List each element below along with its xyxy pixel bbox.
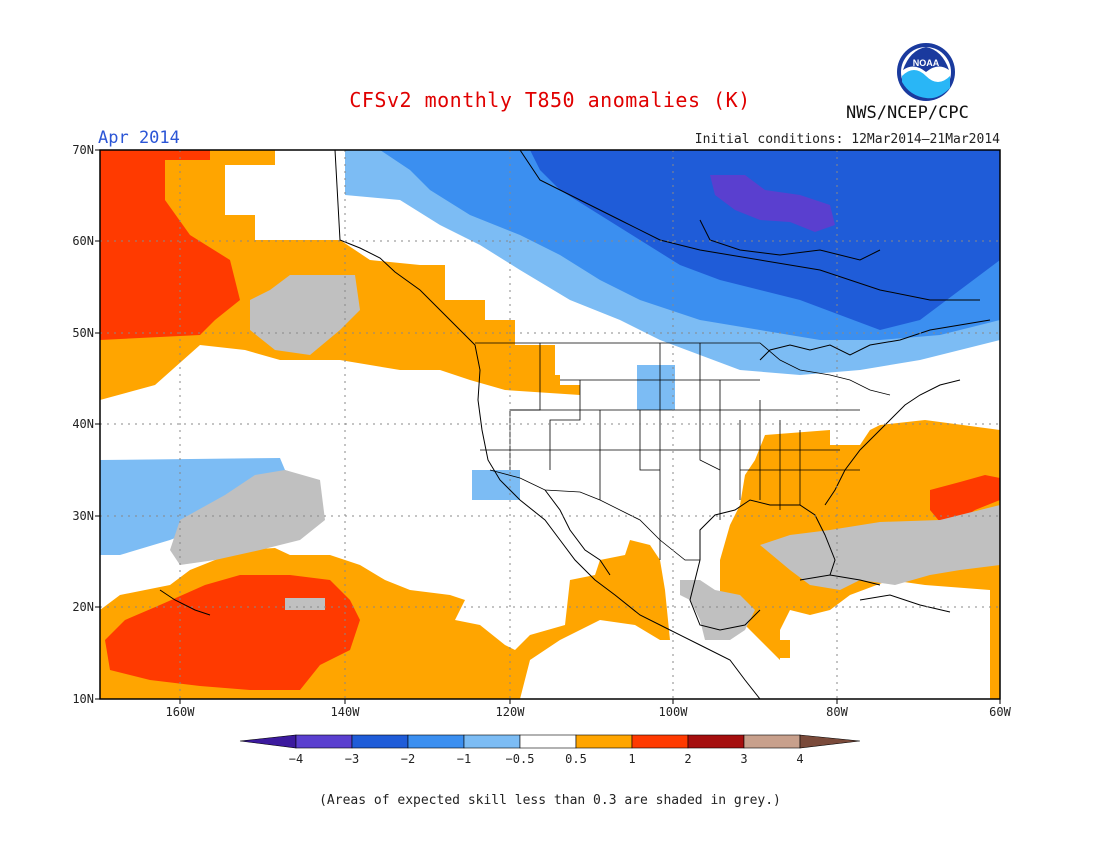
coastline <box>699 219 881 261</box>
colorbar-swatch <box>407 734 465 749</box>
lon-label-100w: 100W <box>658 705 688 719</box>
colorbar-swatch <box>687 734 745 749</box>
colorbar-swatch <box>575 734 633 749</box>
colorbar-swatch <box>799 734 861 749</box>
colorbar-swatch <box>295 734 353 749</box>
lat-label-20n: 20N <box>72 600 94 614</box>
low-skill-region-grey <box>760 505 1000 590</box>
colorbar-swatch <box>631 734 689 749</box>
coastline <box>824 379 961 506</box>
border <box>549 380 581 470</box>
initial-conditions: Initial conditions: 12Mar2014–21Mar2014 <box>694 132 1000 147</box>
colorbar-label: −4 <box>288 752 304 766</box>
lon-label-160w: 160W <box>165 705 195 719</box>
coastline <box>689 559 761 631</box>
colorbar-label: 2 <box>684 752 692 766</box>
coastline <box>699 499 836 576</box>
anomaly-region-red <box>100 150 240 340</box>
forecast-month: Apr 2014 <box>98 128 180 148</box>
low-skill-region-grey <box>680 580 755 640</box>
colorbar-label: 3 <box>740 752 748 766</box>
anomaly-region-darkest-blue <box>710 175 835 232</box>
colorbar-label: 1 <box>628 752 636 766</box>
coastline <box>334 150 761 699</box>
lat-label-50n: 50N <box>72 326 94 340</box>
lat-label-70n: 70N <box>72 143 94 157</box>
lon-label-140w: 140W <box>330 705 360 719</box>
border <box>699 343 721 471</box>
lat-label-10n: 10N <box>72 692 94 706</box>
coastline <box>859 594 951 613</box>
anomaly-region-dark-blue <box>530 150 1000 330</box>
colorbar-label: 0.5 <box>565 752 587 766</box>
border <box>639 410 660 471</box>
colorbar-swatch <box>239 734 297 749</box>
low-skill-region-grey <box>285 598 325 610</box>
anomaly-region-light-blue <box>472 470 520 500</box>
border <box>475 342 891 396</box>
colorbar-label: −2 <box>400 752 416 766</box>
colorbar-swatch <box>743 734 801 749</box>
skill-footnote: (Areas of expected skill less than 0.3 a… <box>319 793 781 808</box>
colorbar-label: −0.5 <box>505 752 535 766</box>
lat-label-40n: 40N <box>72 417 94 431</box>
agency-label: NWS/NCEP/CPC <box>846 103 969 123</box>
colorbar-label: −1 <box>456 752 472 766</box>
colorbar-label: 4 <box>796 752 804 766</box>
colorbar-swatch <box>351 734 409 749</box>
anomaly-region-light-blue <box>637 365 675 410</box>
colorbar-swatch <box>519 734 577 749</box>
lon-label-80w: 80W <box>826 705 848 719</box>
noaa-logo-text: NOAA <box>913 58 940 68</box>
lat-label-30n: 30N <box>72 509 94 523</box>
coastline <box>544 489 611 576</box>
map-title: CFSv2 monthly T850 anomalies (K) <box>349 88 751 112</box>
colorbar-swatch <box>463 734 521 749</box>
colorbar-label: −3 <box>344 752 360 766</box>
lat-label-60n: 60N <box>72 234 94 248</box>
coastline <box>759 319 991 361</box>
lon-label-60w: 60W <box>989 705 1011 719</box>
low-skill-region-grey <box>250 275 360 355</box>
low-skill-region-grey <box>170 470 325 565</box>
anomaly-region-red <box>930 475 1000 522</box>
noaa-logo: NOAA <box>896 42 956 102</box>
coastline <box>159 589 211 616</box>
coastline <box>799 574 881 586</box>
coastline <box>519 150 980 301</box>
anomaly-region-orange <box>778 640 790 658</box>
lon-label-120w: 120W <box>495 705 525 719</box>
